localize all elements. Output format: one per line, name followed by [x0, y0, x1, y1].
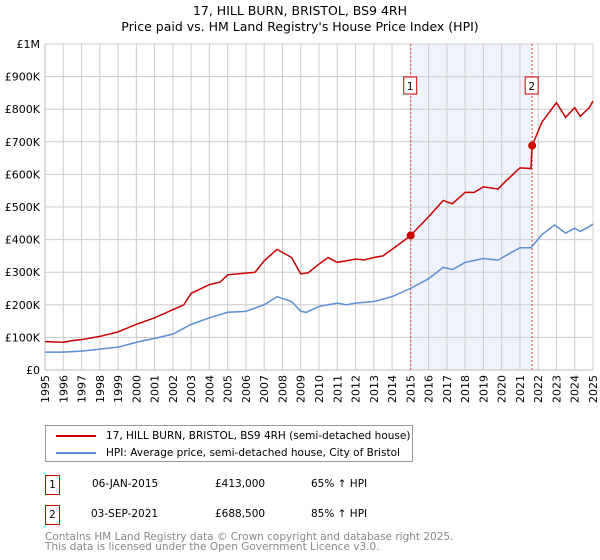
legend-item-property: 17, HILL BURN, BRISTOL, BS9 4RH (semi-de… [56, 428, 410, 444]
sale-point [528, 141, 537, 150]
x-tick-label: 2016 [423, 375, 436, 403]
transaction-row: 2 03-SEP-2021 £688,500 85% ↑ HPI [45, 505, 545, 525]
legend: 17, HILL BURN, BRISTOL, BS9 4RH (semi-de… [45, 425, 413, 462]
x-tick-label: 2011 [331, 375, 344, 403]
x-tick-label: 2013 [368, 375, 381, 403]
annotation-label: 1 [407, 81, 414, 93]
x-tick-label: 2020 [496, 375, 509, 403]
chart-title: 17, HILL BURN, BRISTOL, BS9 4RH [192, 3, 408, 18]
x-tick-label: 1998 [94, 375, 107, 403]
x-tick-label: 2001 [149, 375, 162, 403]
legend-label: HPI: Average price, semi-detached house,… [106, 447, 400, 459]
marker-badge: 2 [45, 505, 60, 525]
transaction-price: £688,500 [215, 508, 266, 520]
transaction-hpi: 85% ↑ HPI [311, 508, 368, 520]
x-tick-label: 2015 [404, 375, 417, 403]
footer-copyright: Contains HM Land Registry data © Crown c… [45, 531, 454, 543]
y-tick-label: £800K [5, 103, 41, 116]
x-tick-label: 2005 [222, 375, 235, 403]
y-tick-label: £400K [5, 234, 41, 247]
x-tick-label: 2023 [550, 375, 563, 403]
transaction-date: 03-SEP-2021 [91, 508, 159, 520]
x-tick-label: 2009 [295, 375, 308, 403]
x-tick-label: 2018 [459, 375, 472, 403]
x-tick-label: 1997 [76, 375, 89, 403]
transaction-price: £413,000 [215, 478, 266, 490]
footer-licence: This data is licensed under the Open Gov… [45, 541, 380, 553]
x-tick-label: 2003 [185, 375, 198, 403]
x-tick-label: 2007 [258, 375, 271, 403]
x-tick-label: 2004 [203, 375, 216, 403]
x-tick-label: 2008 [276, 375, 289, 403]
transaction-hpi: 65% ↑ HPI [311, 478, 368, 490]
marker-badge: 1 [45, 475, 60, 495]
y-tick-label: £700K [5, 136, 41, 149]
x-tick-label: 2017 [441, 375, 454, 403]
x-tick-label: 1996 [57, 375, 70, 403]
x-tick-label: 2012 [350, 375, 363, 403]
annotation-box [524, 76, 539, 95]
y-tick-label: £0 [26, 364, 40, 377]
y-tick-label: £600K [5, 168, 41, 181]
x-tick-label: 2010 [313, 375, 326, 403]
price-chart: 1995 1996 1997 1998 1999 2000 2001 2002 2003 2004… [5, 38, 600, 403]
x-tick-label: 2019 [477, 375, 490, 403]
x-tick-label: 2002 [167, 375, 180, 403]
y-tick-label: £900K [5, 71, 41, 84]
x-tick-label: 2006 [240, 375, 253, 403]
sale-point [406, 231, 415, 240]
annotation-label: 2 [528, 81, 535, 93]
legend-item-hpi: HPI: Average price, semi-detached house,… [56, 445, 400, 461]
annotation-box [403, 76, 418, 95]
y-tick-label: £300K [5, 266, 41, 279]
y-tick-label: £1M [17, 38, 41, 51]
legend-label: 17, HILL BURN, BRISTOL, BS9 4RH (semi-de… [106, 430, 411, 442]
x-tick-label: 2021 [514, 375, 527, 403]
transaction-date: 06-JAN-2015 [92, 478, 159, 490]
x-tick-label: 2024 [569, 375, 582, 403]
x-tick-label: 2000 [130, 375, 143, 403]
series-line [45, 223, 594, 353]
x-tick-label: 2025 [587, 375, 600, 403]
x-tick-label: 2014 [386, 375, 399, 403]
chart-subtitle: Price paid vs. HM Land Registry's House … [121, 19, 479, 34]
x-tick-label: 1999 [112, 375, 125, 403]
transaction-row: 1 06-JAN-2015 £413,000 65% ↑ HPI [45, 475, 545, 495]
legend-swatch-blue [56, 452, 96, 454]
x-tick-label: 1995 [39, 375, 52, 403]
y-tick-label: £200K [5, 299, 41, 312]
y-tick-label: £100K [5, 331, 41, 344]
x-tick-label: 2022 [532, 375, 545, 403]
legend-swatch-red [56, 435, 96, 437]
y-tick-label: £500K [5, 201, 41, 214]
